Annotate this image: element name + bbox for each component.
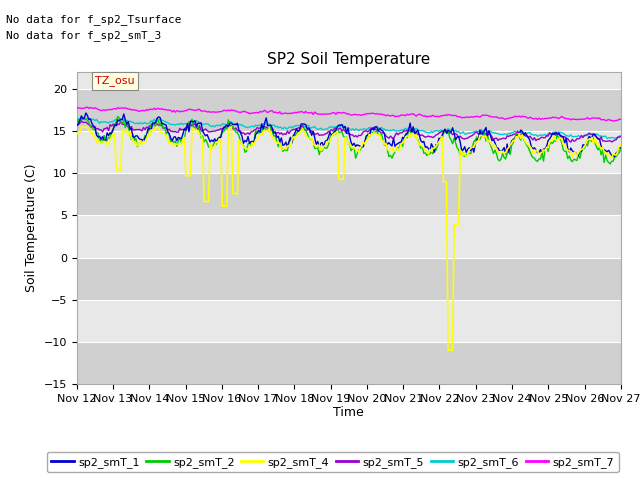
Bar xyxy=(77,257,621,300)
Title: SP2 Soil Temperature: SP2 Soil Temperature xyxy=(267,52,431,67)
Text: No data for f_sp2_Tsurface: No data for f_sp2_Tsurface xyxy=(6,13,182,24)
Text: No data for f_sp2_smT_3: No data for f_sp2_smT_3 xyxy=(6,30,162,41)
Bar xyxy=(77,89,621,131)
Text: TZ_osu: TZ_osu xyxy=(95,75,134,86)
Bar xyxy=(77,342,621,384)
Bar xyxy=(77,173,621,216)
Legend: sp2_smT_1, sp2_smT_2, sp2_smT_4, sp2_smT_5, sp2_smT_6, sp2_smT_7: sp2_smT_1, sp2_smT_2, sp2_smT_4, sp2_smT… xyxy=(47,452,619,472)
Y-axis label: Soil Temperature (C): Soil Temperature (C) xyxy=(25,164,38,292)
X-axis label: Time: Time xyxy=(333,407,364,420)
